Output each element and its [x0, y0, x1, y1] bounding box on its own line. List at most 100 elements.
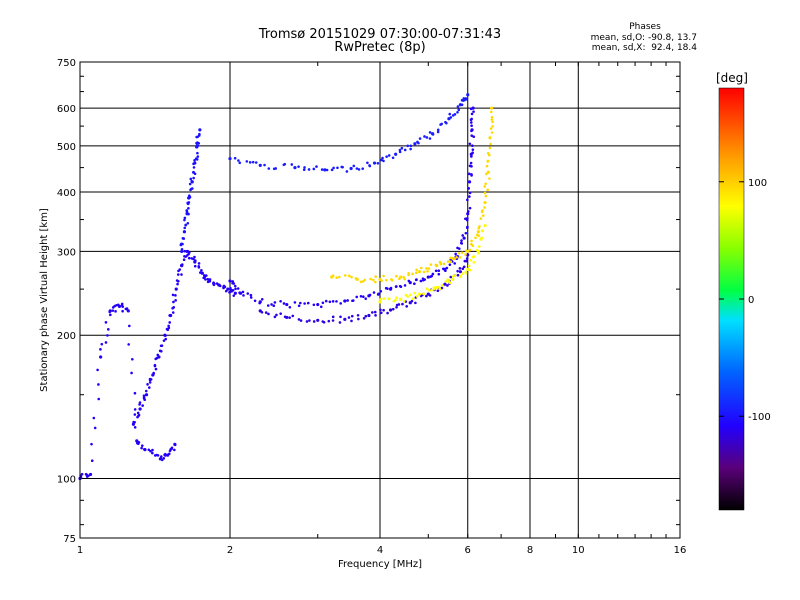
- data-point: [204, 274, 208, 277]
- phases-o-stats: mean, sd,O: -90.8, 13.7: [590, 33, 697, 43]
- data-point: [142, 396, 146, 400]
- data-point: [410, 299, 414, 303]
- data-point: [369, 277, 372, 281]
- data-point: [453, 113, 457, 116]
- x-tick-label: 6: [465, 545, 471, 556]
- data-point: [149, 449, 152, 453]
- y-tick-label: 300: [57, 247, 76, 258]
- data-point: [461, 272, 465, 275]
- data-point: [467, 210, 470, 213]
- data-point: [453, 262, 457, 265]
- data-point: [468, 195, 471, 198]
- data-point: [486, 170, 490, 174]
- data-point: [345, 170, 349, 173]
- data-point: [468, 164, 472, 168]
- x-tick-label: 1: [77, 545, 83, 556]
- data-point: [371, 311, 374, 314]
- data-point: [409, 147, 412, 151]
- data-point: [368, 164, 372, 168]
- data-point: [460, 103, 464, 107]
- data-point: [171, 311, 175, 314]
- data-point: [355, 277, 359, 282]
- data-point: [364, 297, 368, 300]
- data-points: [78, 93, 494, 481]
- data-point: [324, 299, 328, 303]
- data-point: [413, 142, 417, 146]
- data-point: [274, 167, 278, 170]
- data-point: [390, 278, 394, 282]
- data-point: [468, 268, 472, 272]
- data-point: [449, 116, 453, 119]
- data-point: [306, 301, 310, 305]
- data-point: [187, 194, 191, 197]
- data-point: [468, 206, 472, 210]
- data-point: [140, 444, 144, 447]
- data-point: [359, 295, 363, 298]
- data-point: [445, 266, 449, 270]
- data-point: [164, 337, 168, 341]
- data-point: [490, 118, 494, 121]
- data-point: [456, 269, 459, 273]
- data-point: [203, 274, 206, 277]
- data-point: [327, 319, 331, 323]
- data-point: [275, 313, 278, 317]
- x-tick-label: 4: [377, 545, 383, 556]
- data-point: [397, 303, 401, 306]
- data-point: [146, 383, 149, 386]
- data-point: [308, 319, 311, 322]
- data-point: [401, 302, 404, 306]
- data-point: [174, 299, 177, 302]
- data-point: [382, 274, 385, 278]
- data-point: [232, 282, 236, 285]
- data-point: [426, 269, 429, 273]
- data-point: [440, 283, 444, 287]
- data-point: [136, 411, 140, 415]
- data-point: [283, 162, 287, 166]
- data-point: [197, 266, 201, 269]
- data-point: [316, 302, 320, 307]
- data-point: [471, 151, 474, 155]
- data-point: [470, 239, 473, 243]
- data-point: [187, 256, 191, 260]
- data-point: [489, 142, 492, 146]
- data-point: [355, 167, 359, 170]
- data-point: [428, 294, 432, 297]
- chart-title: Tromsø 20151029 07:30:00-07:31:43: [258, 27, 502, 42]
- data-point: [470, 155, 473, 158]
- data-point: [212, 283, 216, 287]
- data-point: [357, 168, 361, 171]
- data-point: [195, 158, 199, 161]
- phases-x-stats: mean, sd,X: 92.4, 18.4: [591, 43, 697, 53]
- data-point: [131, 422, 136, 426]
- data-point: [183, 226, 187, 230]
- data-point: [169, 313, 173, 318]
- data-point: [279, 312, 282, 315]
- data-point: [467, 187, 470, 190]
- data-point: [457, 247, 461, 250]
- data-point: [431, 133, 435, 136]
- data-point: [368, 293, 372, 297]
- data-point: [376, 161, 380, 165]
- data-point: [173, 442, 177, 446]
- data-point: [183, 218, 186, 222]
- data-point: [391, 156, 395, 160]
- data-point: [322, 320, 326, 324]
- data-point: [87, 474, 90, 478]
- data-point: [411, 272, 414, 276]
- data-point: [427, 288, 431, 292]
- data-point: [164, 334, 167, 337]
- data-point: [222, 284, 226, 288]
- data-point: [374, 314, 377, 317]
- x-tick-label: 2: [227, 545, 233, 556]
- data-point: [458, 270, 463, 274]
- data-point: [233, 156, 237, 160]
- data-point: [480, 236, 484, 240]
- data-point: [126, 309, 130, 313]
- data-point: [446, 260, 450, 263]
- data-point: [467, 264, 471, 268]
- data-point: [433, 287, 436, 291]
- data-point: [347, 274, 351, 278]
- data-point: [290, 163, 294, 166]
- data-point: [159, 455, 163, 458]
- data-point: [483, 185, 487, 188]
